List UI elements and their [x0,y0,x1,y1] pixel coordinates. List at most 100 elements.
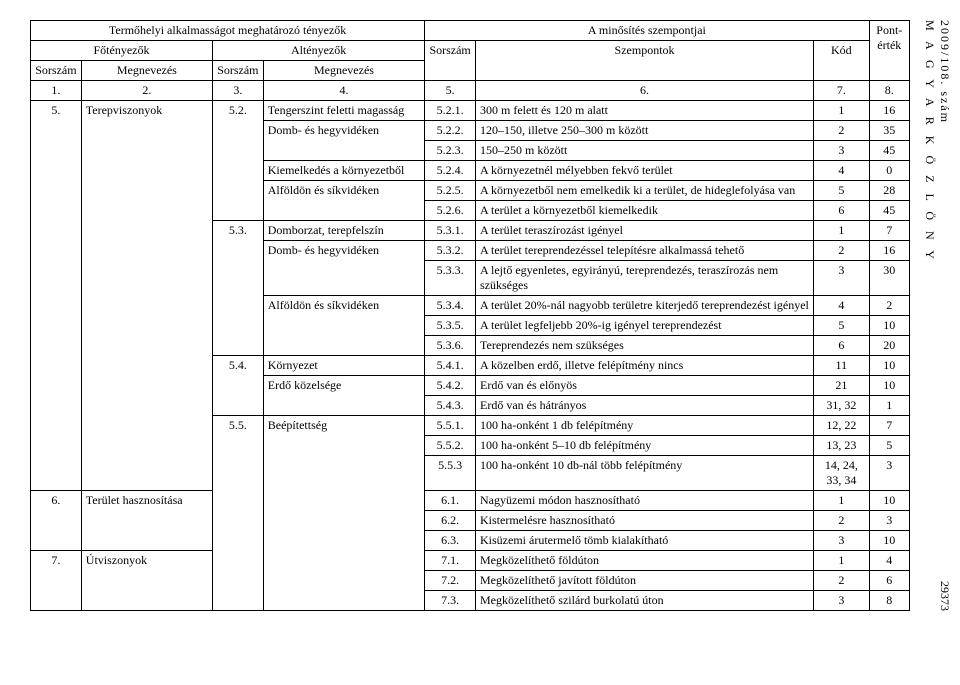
cell-e: 5.3.6. [425,336,476,356]
cell-h: 2 [869,296,909,316]
cell-c [212,376,263,396]
cell-h: 35 [869,121,909,141]
cell-a [31,456,82,491]
cell-g: 11 [814,356,870,376]
cell-b [81,241,212,261]
cell-f: Megközelíthető javított földúton [476,571,814,591]
table-row: 5.Terepviszonyok5.2.Tengerszint feletti … [31,101,910,121]
cell-f: Kistermelésre hasznosítható [476,511,814,531]
issue-number: 2009/108. szám [937,20,952,124]
cell-d: Domb- és hegyvidéken [263,121,424,141]
cell-b [81,336,212,356]
cell-g: 3 [814,261,870,296]
header-megnevezes-2: Megnevezés [263,61,424,81]
cell-c [212,491,263,511]
cell-e: 5.2.4. [425,161,476,181]
cell-e: 5.3.2. [425,241,476,261]
table-row: Kiemelkedés a környezetből5.2.4.A környe… [31,161,910,181]
cell-e: 5.3.4. [425,296,476,316]
colnum-8: 8. [869,81,909,101]
cell-b: Terepviszonyok [81,101,212,121]
cell-g: 13, 23 [814,436,870,456]
cell-b [81,571,212,591]
cell-g: 31, 32 [814,396,870,416]
cell-h: 8 [869,591,909,611]
cell-b: Terület hasznosítása [81,491,212,511]
header-sorszam-3: Sorszám [425,41,476,81]
cell-g: 2 [814,571,870,591]
cell-b [81,531,212,551]
cell-b [81,261,212,296]
cell-f: Kisüzemi árutermelő tömb kialakítható [476,531,814,551]
cell-f: 120–150, illetve 250–300 m között [476,121,814,141]
cell-b: Útviszonyok [81,551,212,571]
table-row: 7.2.Megközelíthető javított földúton26 [31,571,910,591]
cell-b [81,396,212,416]
cell-d [263,396,424,416]
table-row: Domb- és hegyvidéken5.3.2.A terület tere… [31,241,910,261]
cell-e: 5.2.2. [425,121,476,141]
cell-a [31,221,82,241]
cell-g: 1 [814,551,870,571]
cell-c: 5.5. [212,416,263,436]
cell-g: 2 [814,241,870,261]
cell-b [81,296,212,316]
header-altenyezok: Altényezők [212,41,424,61]
cell-a [31,356,82,376]
cell-b [81,511,212,531]
table-row: 5.5.3100 ha-onként 10 db-nál több felépí… [31,456,910,491]
cell-h: 7 [869,416,909,436]
cell-h: 45 [869,201,909,221]
cell-e: 5.5.1. [425,416,476,436]
cell-b [81,376,212,396]
cell-h: 10 [869,491,909,511]
cell-c [212,261,263,296]
cell-c [212,456,263,491]
cell-c [212,161,263,181]
cell-b [81,221,212,241]
cell-h: 10 [869,356,909,376]
table-row: 6.Terület hasznosítása6.1.Nagyüzemi módo… [31,491,910,511]
header-sorszam-2: Sorszám [212,61,263,81]
cell-f: A terület tereprendezéssel telepítésre a… [476,241,814,261]
cell-h: 6 [869,571,909,591]
cell-e: 5.5.3 [425,456,476,491]
cell-f: A környezetből nem emelkedik ki a terüle… [476,181,814,201]
cell-h: 10 [869,316,909,336]
cell-a [31,296,82,316]
cell-f: Nagyüzemi módon hasznosítható [476,491,814,511]
cell-b [81,201,212,221]
cell-d [263,491,424,511]
cell-h: 0 [869,161,909,181]
cell-g: 3 [814,141,870,161]
table-row: 5.5.2.100 ha-onként 5–10 db felépítmény1… [31,436,910,456]
cell-a [31,261,82,296]
cell-c [212,591,263,611]
table-row: 5.3.5.A terület legfeljebb 20%-ig igénye… [31,316,910,336]
cell-d: Domb- és hegyvidéken [263,241,424,261]
cell-d [263,591,424,611]
cell-c [212,396,263,416]
cell-c: 5.2. [212,101,263,121]
cell-f: Erdő van és előnyös [476,376,814,396]
cell-h: 1 [869,396,909,416]
cell-d: Környezet [263,356,424,376]
header-fotenyezok: Főtényezők [31,41,213,61]
cell-g: 4 [814,161,870,181]
cell-f: Megközelíthető szilárd burkolatú úton [476,591,814,611]
cell-c [212,181,263,201]
cell-a [31,141,82,161]
cell-h: 3 [869,456,909,491]
cell-d [263,551,424,571]
cell-h: 4 [869,551,909,571]
cell-c: 5.4. [212,356,263,376]
table-row: 5.2.6.A terület a környezetből kiemelked… [31,201,910,221]
cell-a [31,241,82,261]
cell-e: 5.2.5. [425,181,476,201]
cell-c [212,571,263,591]
cell-f: Tereprendezés nem szükséges [476,336,814,356]
cell-b [81,121,212,141]
cell-a: 7. [31,551,82,571]
colnum-7: 7. [814,81,870,101]
cell-g: 3 [814,531,870,551]
